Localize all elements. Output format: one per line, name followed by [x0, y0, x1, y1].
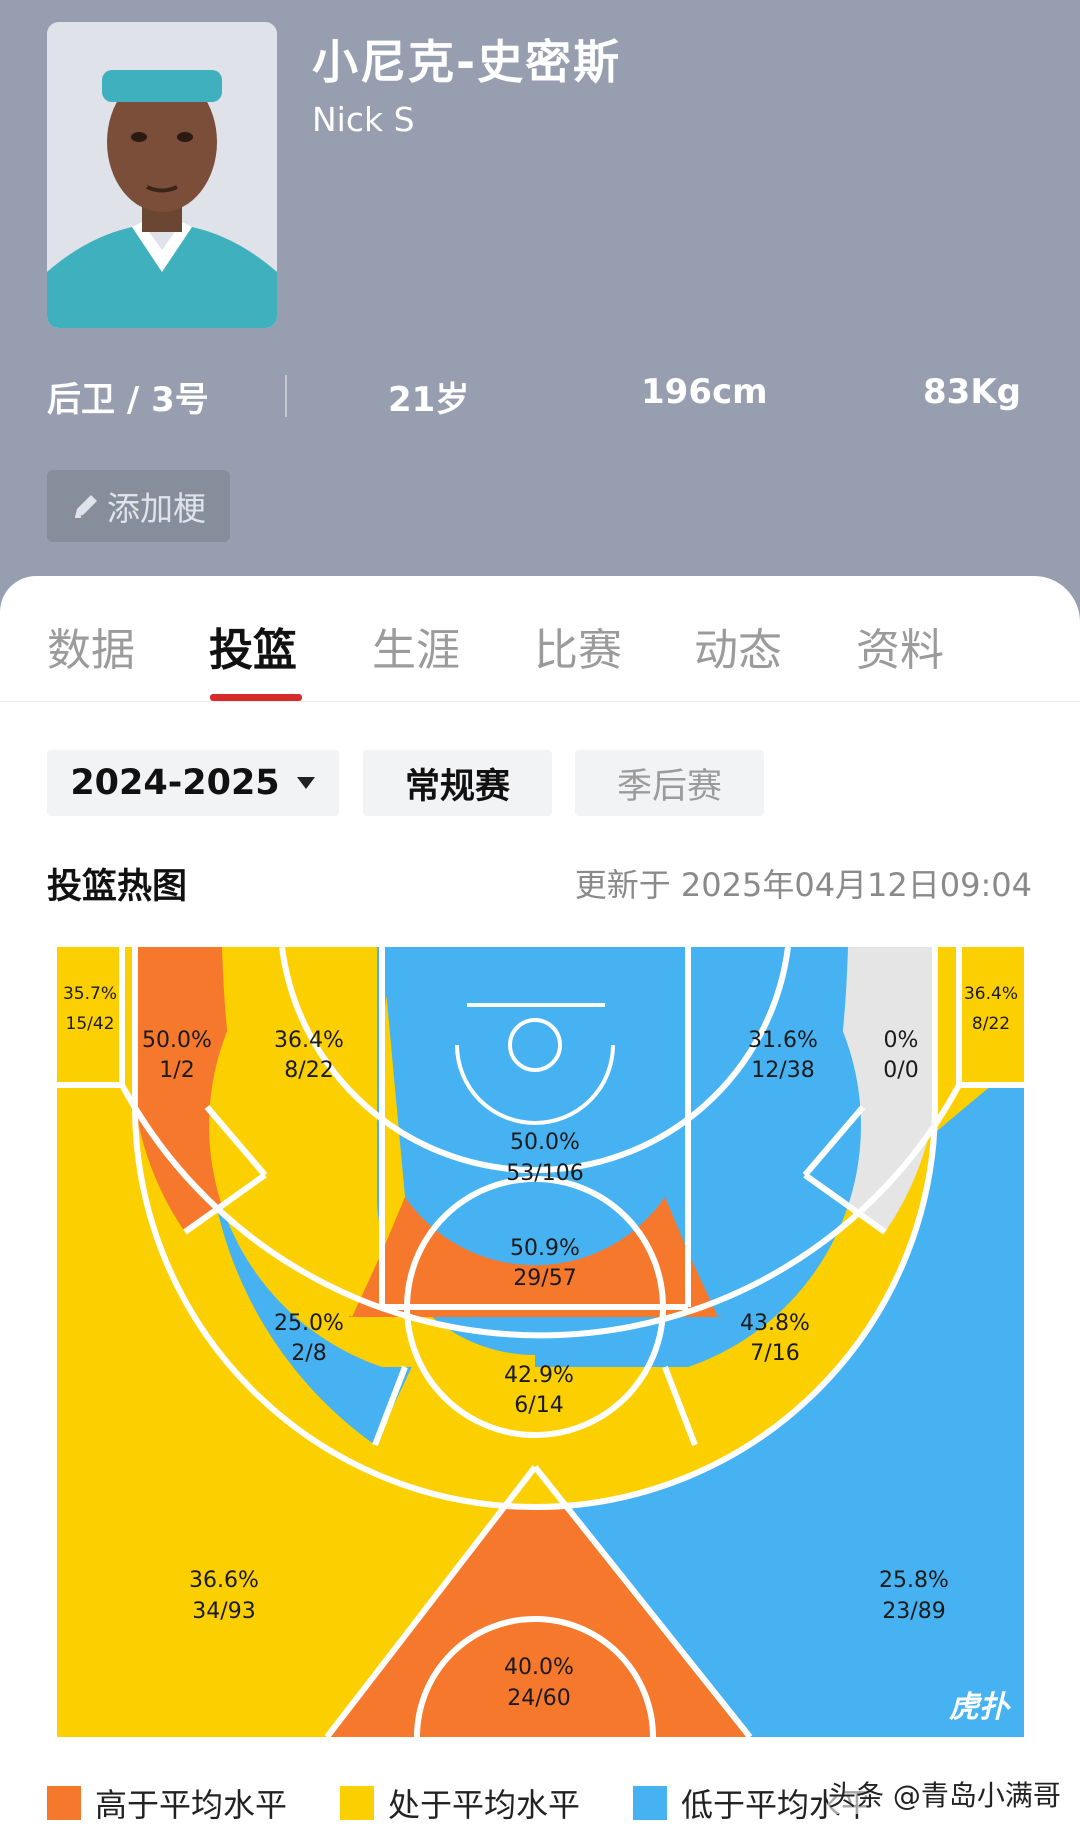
label-right-wing-mid-ma: 7/16: [750, 1341, 799, 1366]
label-left-baseline-mid-pct: 50.0%: [142, 1028, 212, 1053]
label-left-corner-3-pct: 35.7%: [63, 984, 117, 1004]
label-left-wing-mid-ma: 2/8: [291, 1341, 326, 1366]
zone-paint-left-edge: [382, 947, 405, 1252]
heatmap-title: 投篮热图: [47, 867, 188, 907]
label-right-baseline-mid-pct: 0%: [884, 1028, 919, 1053]
legend-swatch-below: [633, 1786, 667, 1820]
legend-above: 高于平均水平: [47, 1780, 287, 1826]
legend-swatch-above: [47, 1786, 81, 1820]
label-paint-ma: 29/57: [513, 1266, 576, 1291]
hoop-icon: [455, 1003, 615, 1125]
tab-bar: 数据 投篮 生涯 比赛 动态 资料: [0, 576, 1080, 702]
label-left-wing-3-pct: 36.6%: [189, 1568, 259, 1593]
player-height: 196cm: [641, 372, 768, 412]
zone-paint-right-edge: [665, 947, 688, 1252]
zone-paint: [349, 1197, 721, 1317]
caret-down-icon: [296, 777, 315, 789]
label-left-corner-3-ma: 15/42: [66, 1014, 115, 1034]
zone-top-3-fill: [327, 1467, 750, 1737]
label-right-wing-mid-pct: 43.8%: [740, 1311, 810, 1336]
tab-profile[interactable]: 资料: [856, 625, 944, 676]
player-age: 21岁: [388, 380, 470, 420]
zone-left-corner-3: [57, 947, 122, 1085]
watermark: 头条 @青岛小满哥: [828, 1774, 1061, 1814]
tab-data[interactable]: 数据: [47, 625, 135, 676]
label-left-short-mid-ma: 8/22: [284, 1058, 333, 1083]
label-right-short-mid-pct: 31.6%: [748, 1028, 818, 1053]
label-right-baseline-mid-ma: 0/0: [883, 1058, 918, 1083]
legend-swatch-average: [340, 1786, 374, 1820]
label-left-wing-mid-pct: 25.0%: [274, 1311, 344, 1336]
label-left-wing-3-ma: 34/93: [192, 1599, 255, 1624]
legend-label-average: 处于平均水平: [388, 1786, 581, 1824]
meta-divider: [285, 375, 287, 417]
add-tag-button[interactable]: 添加梗: [47, 470, 230, 542]
legend-label-above: 高于平均水平: [95, 1786, 288, 1824]
playoffs-button[interactable]: 季后赛: [575, 750, 764, 816]
season-value: 2024-2025: [70, 763, 280, 803]
zone-elbow-left: [307, 1247, 382, 1317]
tab-career[interactable]: 生涯: [372, 625, 460, 676]
player-avatar: [47, 22, 277, 328]
label-right-corner-3-pct: 36.4%: [964, 984, 1018, 1004]
player-position: 后卫 / 3号: [47, 380, 209, 420]
label-restricted-area-ma: 53/106: [506, 1161, 583, 1186]
label-right-short-mid-ma: 12/38: [751, 1058, 814, 1083]
player-portrait-icon: [47, 22, 277, 328]
hupu-logo: 虎扑: [949, 1690, 1011, 1725]
label-left-short-mid-pct: 36.4%: [274, 1028, 344, 1053]
label-top-mid-pct: 42.9%: [504, 1363, 574, 1388]
player-name-cn: 小尼克-史密斯: [312, 35, 622, 89]
label-top-3-pct: 40.0%: [504, 1655, 574, 1680]
label-right-wing-3-ma: 23/89: [882, 1599, 945, 1624]
update-time: 更新于 2025年04月12日09:04: [574, 866, 1032, 904]
label-paint-pct: 50.9%: [510, 1236, 580, 1261]
label-top-3-ma: 24/60: [507, 1686, 570, 1711]
label-left-baseline-mid-ma: 1/2: [159, 1058, 194, 1083]
tab-shooting[interactable]: 投篮: [209, 625, 297, 676]
pencil-icon: [75, 495, 97, 518]
player-name-en: Nick S: [312, 100, 415, 139]
tab-games[interactable]: 比赛: [534, 625, 622, 676]
player-header: 小尼克-史密斯 Nick S 后卫 / 3号 21岁 196cm 83Kg 添加…: [0, 0, 1080, 640]
season-select[interactable]: 2024-2025: [47, 750, 339, 816]
zone-right-corner-3: [959, 947, 1024, 1085]
active-tab-indicator: [210, 694, 302, 701]
shot-heatmap: 35.7% 15/42 36.4% 8/22 50.0% 1/2 36.4% 8…: [57, 947, 1024, 1737]
label-right-wing-3-pct: 25.8%: [879, 1568, 949, 1593]
tab-news[interactable]: 动态: [694, 625, 782, 676]
zone-elbow-right: [688, 1247, 763, 1317]
player-weight: 83Kg: [923, 372, 1021, 412]
add-tag-label: 添加梗: [107, 489, 206, 528]
regular-season-button[interactable]: 常规赛: [363, 750, 552, 816]
label-restricted-area-pct: 50.0%: [510, 1130, 580, 1155]
label-top-mid-ma: 6/14: [514, 1393, 563, 1418]
legend-average: 处于平均水平: [340, 1780, 580, 1826]
label-right-corner-3-ma: 8/22: [972, 1014, 1010, 1034]
